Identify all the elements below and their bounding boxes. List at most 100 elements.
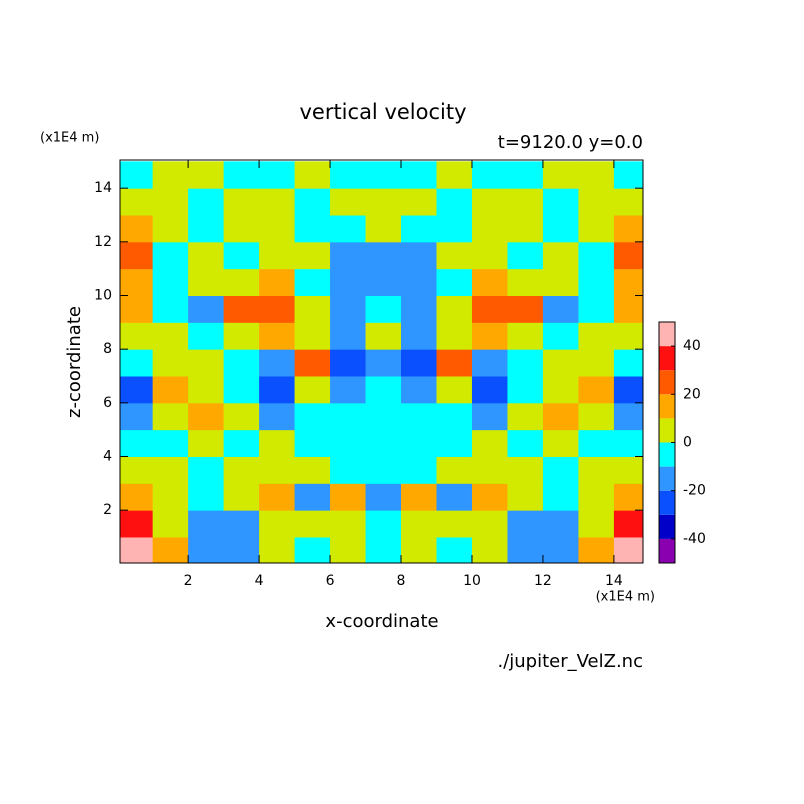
contour-cell bbox=[507, 188, 544, 216]
contour-cell bbox=[613, 295, 643, 323]
contour-cell bbox=[613, 241, 643, 270]
contour-cell bbox=[223, 402, 260, 431]
contour-cell bbox=[436, 536, 473, 563]
contour-cell bbox=[542, 161, 579, 189]
contour-cell bbox=[613, 161, 643, 189]
contour-cell bbox=[401, 295, 437, 323]
contour-cell bbox=[471, 188, 508, 216]
contour-cell bbox=[578, 322, 615, 350]
colorbar-band bbox=[659, 442, 675, 467]
contour-cell bbox=[365, 349, 402, 377]
contour-cell bbox=[507, 483, 544, 511]
contour-cell bbox=[330, 402, 367, 431]
contour-cell bbox=[188, 536, 225, 563]
contour-cell bbox=[188, 402, 225, 431]
contour-cell bbox=[471, 483, 508, 511]
contour-cell bbox=[542, 429, 579, 457]
contour-cell bbox=[330, 510, 367, 538]
contour-cell bbox=[613, 268, 643, 296]
y-tick-label: 2 bbox=[103, 502, 112, 518]
contour-cell bbox=[471, 375, 508, 404]
contour-cell bbox=[152, 295, 189, 323]
contour-cell bbox=[365, 241, 402, 270]
contour-cell bbox=[188, 456, 225, 484]
contour-cell bbox=[120, 295, 154, 323]
colorbar-band bbox=[659, 346, 675, 371]
colorbar-band bbox=[659, 466, 675, 491]
contour-cell bbox=[542, 241, 579, 270]
contour-cell bbox=[120, 536, 154, 563]
contour-cell bbox=[578, 510, 615, 538]
contour-cell bbox=[152, 402, 189, 431]
y-tick-label: 8 bbox=[103, 341, 112, 357]
contour-cell bbox=[188, 295, 225, 323]
contour-cell bbox=[294, 188, 331, 216]
contour-cell bbox=[507, 456, 544, 484]
contour-cell bbox=[578, 349, 615, 377]
contour-cell bbox=[471, 215, 508, 243]
contour-cell bbox=[613, 349, 643, 377]
contour-cell bbox=[365, 161, 402, 189]
contour-cell bbox=[152, 536, 189, 563]
colorbar-tick-label: 40 bbox=[683, 338, 701, 354]
contour-cell bbox=[471, 295, 508, 323]
contour-cell bbox=[613, 215, 643, 243]
contour-cell bbox=[120, 402, 154, 431]
contour-cell bbox=[188, 375, 225, 404]
contour-cell bbox=[259, 402, 296, 431]
contour-cell bbox=[436, 456, 473, 484]
contour-cell bbox=[223, 188, 260, 216]
source-file: ./jupiter_VelZ.nc bbox=[497, 651, 643, 672]
contour-cell bbox=[578, 483, 615, 511]
y-unit: (x1E4 m) bbox=[40, 131, 99, 146]
contour-cell bbox=[330, 429, 367, 457]
contour-cell bbox=[120, 483, 154, 511]
contour-cell bbox=[613, 483, 643, 511]
contour-cell bbox=[120, 349, 154, 377]
colorbar-tick-label: 20 bbox=[683, 386, 701, 402]
colorbar-band bbox=[659, 538, 675, 563]
contour-cell bbox=[436, 322, 473, 350]
contour-cell bbox=[152, 349, 189, 377]
contour-cell bbox=[223, 456, 260, 484]
contour-cell bbox=[259, 483, 296, 511]
colorbar-band bbox=[659, 394, 675, 419]
contour-cell bbox=[542, 268, 579, 296]
contour-cell bbox=[294, 349, 331, 377]
contour-field bbox=[120, 161, 643, 563]
contour-cell bbox=[294, 241, 331, 270]
contour-cell bbox=[223, 215, 260, 243]
contour-cell bbox=[294, 161, 331, 189]
contour-cell bbox=[436, 349, 473, 377]
contour-cell bbox=[507, 295, 544, 323]
chart-subtitle: t=9120.0 y=0.0 bbox=[498, 132, 643, 153]
contour-cell bbox=[436, 188, 473, 216]
contour-cell bbox=[365, 483, 402, 511]
contour-cell bbox=[365, 510, 402, 538]
contour-cell bbox=[188, 322, 225, 350]
contour-cell bbox=[507, 322, 544, 350]
contour-cell bbox=[613, 456, 643, 484]
contour-cell bbox=[401, 349, 437, 377]
contour-cell bbox=[542, 349, 579, 377]
colorbar-tick-label: -20 bbox=[683, 483, 706, 499]
contour-cell bbox=[507, 215, 544, 243]
contour-cell bbox=[365, 188, 402, 216]
x-tick-label: 10 bbox=[463, 573, 481, 589]
colorbar-band bbox=[659, 418, 675, 443]
contour-cell bbox=[436, 161, 473, 189]
y-tick-label: 6 bbox=[103, 395, 112, 411]
contour-cell bbox=[294, 268, 331, 296]
contour-cell bbox=[259, 536, 296, 563]
contour-cell bbox=[542, 510, 579, 538]
contour-cell bbox=[578, 536, 615, 563]
contour-cell bbox=[578, 241, 615, 270]
y-tick-label: 12 bbox=[94, 234, 112, 250]
colorbar-tick-label: -40 bbox=[683, 531, 706, 547]
contour-cell bbox=[542, 483, 579, 511]
contour-cell bbox=[401, 429, 437, 457]
y-tick-label: 10 bbox=[94, 287, 112, 303]
contour-cell bbox=[401, 322, 437, 350]
contour-cell bbox=[330, 349, 367, 377]
contour-cell bbox=[401, 375, 437, 404]
